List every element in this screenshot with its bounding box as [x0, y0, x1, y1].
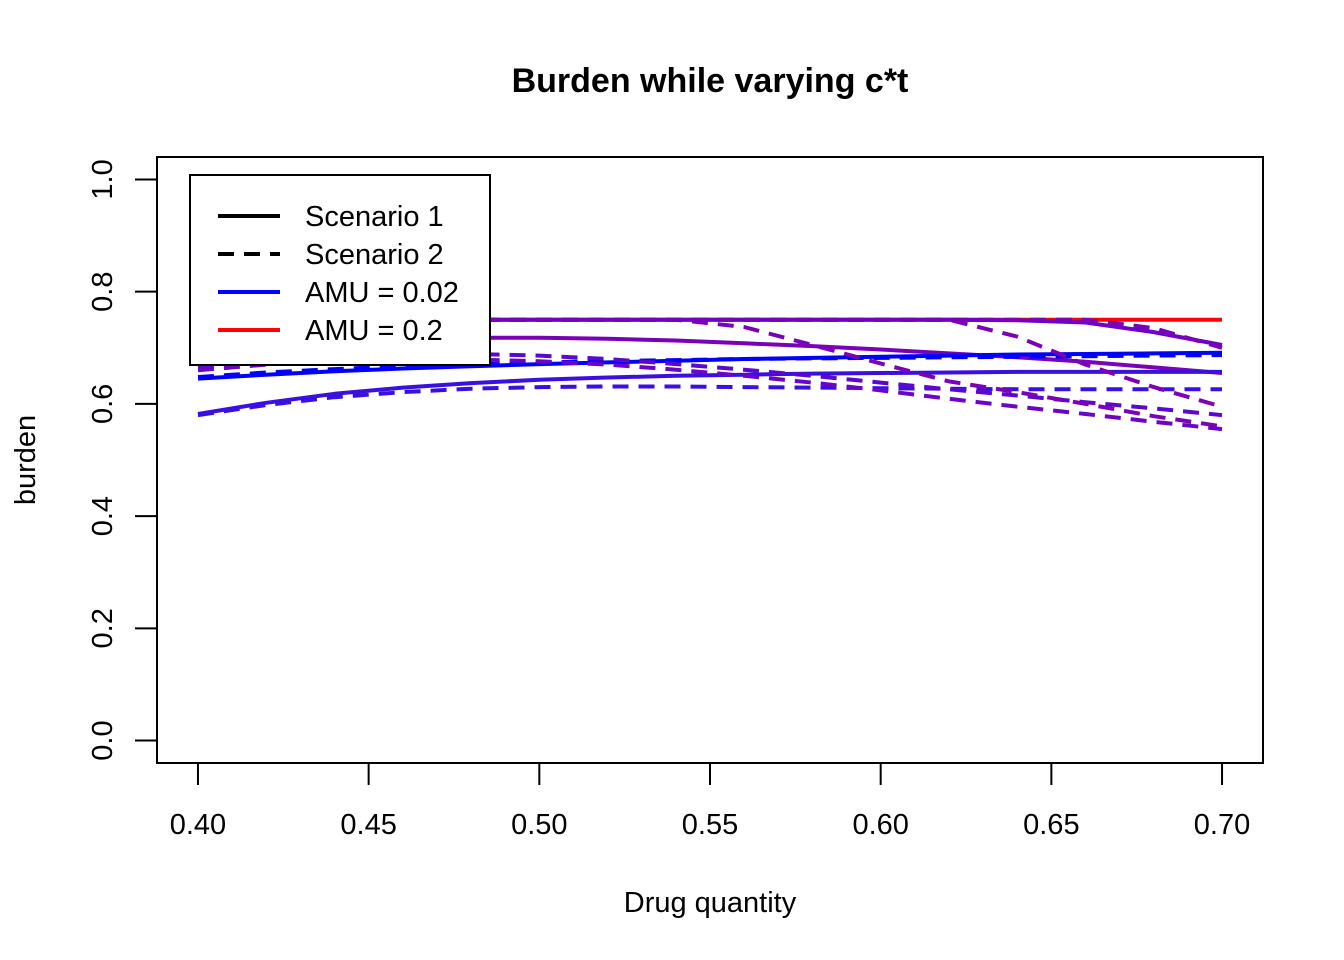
- y-tick-label: 0.0: [87, 720, 119, 760]
- y-tick-label: 0.6: [87, 384, 119, 424]
- legend: Scenario 1 Scenario 2 AMU = 0.02 AMU = 0.2: [189, 174, 491, 366]
- y-tick-label: 0.8: [87, 272, 119, 312]
- legend-label: Scenario 2: [305, 239, 444, 271]
- x-tick-label: 0.45: [340, 809, 396, 841]
- y-tick-label: 0.2: [87, 608, 119, 648]
- y-axis-label: burden: [10, 415, 42, 505]
- series-line-6: [197, 384, 1222, 418]
- legend-label: AMU = 0.2: [305, 315, 443, 347]
- series-line-5: [197, 353, 1223, 379]
- x-axis-label: Drug quantity: [624, 887, 797, 919]
- legend-label: Scenario 1: [305, 201, 444, 233]
- y-tick-label: 1.0: [87, 159, 119, 199]
- x-axis: 0.40 0.45 0.50 0.55 0.60 0.65 0.70: [170, 762, 1250, 841]
- legend-box: [189, 174, 491, 366]
- x-tick-label: 0.50: [511, 809, 567, 841]
- x-tick-label: 0.55: [682, 809, 738, 841]
- y-axis: 0.0 0.2 0.4 0.6 0.8 1.0: [87, 159, 158, 761]
- series-line-4: [197, 369, 1222, 416]
- x-tick-label: 0.40: [170, 809, 226, 841]
- chart-title: Burden while varying c*t: [512, 62, 909, 100]
- legend-label: AMU = 0.02: [305, 277, 459, 309]
- y-tick-label: 0.4: [87, 496, 119, 536]
- series-line-3: [197, 350, 1223, 381]
- x-tick-label: 0.70: [1194, 809, 1250, 841]
- x-tick-label: 0.65: [1023, 809, 1079, 841]
- x-tick-label: 0.60: [852, 809, 908, 841]
